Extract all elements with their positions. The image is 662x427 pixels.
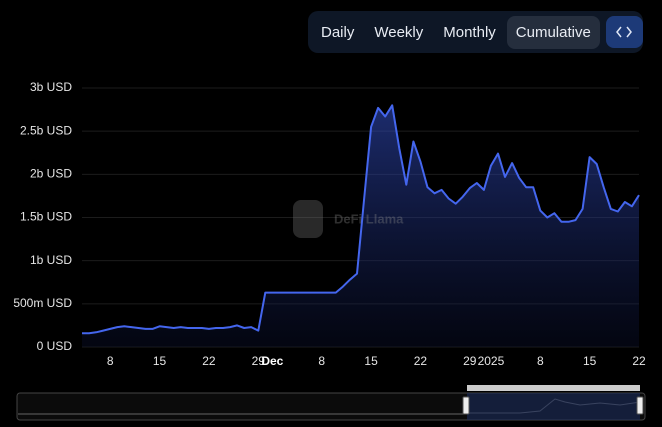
view-button[interactable]: Monthly [443,23,496,41]
view-button[interactable]: Cumulative [506,15,600,49]
x-tick-label: 15 [153,354,167,368]
x-tick-label: 29 [463,354,477,368]
view-button[interactable]: Weekly [374,23,424,41]
line [82,104,640,335]
x-tick-label: 15 [583,354,597,368]
x-tick-label: 15 [364,354,378,368]
navigator [16,385,646,421]
y-tick-label: 2.5b USD [20,123,72,137]
navigator-selection[interactable] [467,393,640,420]
view-button[interactable]: Daily [321,23,355,41]
navigator-scrollbar[interactable] [467,385,640,391]
y-tick-label: 1.5b USD [20,210,72,224]
code-icon [616,26,633,38]
navigator-handle[interactable] [462,396,470,415]
x-tick-label: 22 [632,354,646,368]
x-tick-label: 2025 [478,354,505,368]
x-tick-label: Dec [261,354,283,368]
x-tick-label: 29 [252,354,266,368]
navigator-handle[interactable] [636,396,644,415]
area-fill [82,105,639,347]
x-tick-label: 22 [202,354,216,368]
x-tick-label: 8 [107,354,114,368]
view-toggle: Daily Weekly Monthly Cumulative [308,11,643,53]
x-tick-label: 22 [414,354,428,368]
y-tick-label: 500m USD [13,296,72,310]
x-tick-label: 8 [537,354,544,368]
y-tick-label: 2b USD [30,167,72,181]
y-tick-label: 3b USD [30,80,72,94]
embed-button[interactable] [605,16,643,48]
watermark-logo [293,200,323,238]
y-tick-label: 0 USD [37,339,73,353]
watermark: DeFi Llama [293,200,404,238]
y-tick-label: 1b USD [30,253,72,267]
watermark-text: DeFi Llama [334,211,404,226]
x-tick-label: 8 [318,354,325,368]
